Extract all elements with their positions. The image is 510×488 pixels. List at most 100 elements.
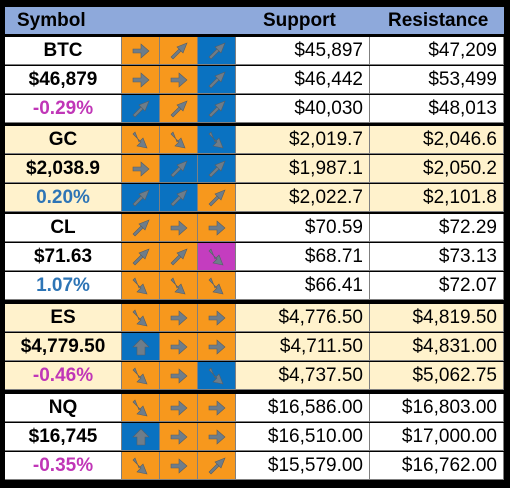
resistance-value: $72.29: [370, 214, 504, 242]
resistance-value: $4,831.00: [370, 333, 504, 361]
resistance-value: $2,101.8: [370, 184, 504, 212]
arrow-right-icon: [170, 220, 188, 236]
table-row: CL $70.59 $72.29: [5, 214, 504, 243]
header-symbol: Symbol: [17, 10, 86, 31]
support-value: $46,442: [236, 66, 370, 94]
arrow-right-icon: [132, 72, 150, 88]
table-header: Symbol Support Resistance: [5, 7, 504, 34]
trend-cell: [198, 214, 236, 242]
arrow-down-right-icon: [132, 309, 148, 327]
trend-cell: [160, 214, 198, 242]
arrow-up-right-icon: [132, 189, 150, 207]
trend-cell: [198, 272, 236, 300]
trend-cell: [122, 333, 160, 361]
trend-cell: [198, 184, 236, 212]
trend-cell: [122, 243, 160, 271]
trend-cell: [122, 423, 160, 451]
resistance-value: $16,762.00: [370, 452, 504, 480]
support-value: $16,510.00: [236, 423, 370, 451]
symbol-cell: $16,745: [5, 423, 122, 451]
symbol-cell: NQ: [5, 394, 122, 422]
trend-cell: [198, 423, 236, 451]
resistance-value: $47,209: [370, 37, 504, 65]
arrow-up-right-icon: [170, 248, 188, 266]
arrow-right-icon: [170, 458, 188, 474]
trend-cell: [198, 66, 236, 94]
table-row: -0.35% $15,579.00 $16,762.00: [5, 452, 504, 481]
trend-cell: [198, 304, 236, 332]
arrow-up-right-icon: [132, 248, 150, 266]
trend-cell: [122, 37, 160, 65]
arrow-down-right-icon: [208, 131, 224, 149]
arrow-right-icon: [170, 339, 188, 355]
resistance-value: $72.07: [370, 272, 504, 300]
trend-cell: [160, 95, 198, 123]
arrow-down-right-icon: [170, 277, 186, 295]
arrow-right-icon: [132, 161, 150, 177]
trend-cell: [198, 362, 236, 390]
trend-cell: [198, 155, 236, 183]
symbol-cell: 0.20%: [5, 184, 122, 212]
symbol-cell: $71.63: [5, 243, 122, 271]
table-row: 1.07% $66.41 $72.07: [5, 272, 504, 301]
trend-cell: [122, 362, 160, 390]
support-value: $70.59: [236, 214, 370, 242]
symbol-cell: CL: [5, 214, 122, 242]
arrow-down-right-icon: [208, 248, 224, 266]
table-row: GC $2,019.7 $2,046.6: [5, 126, 504, 155]
header-resistance: Resistance: [388, 10, 489, 31]
resistance-value: $73.13: [370, 243, 504, 271]
arrow-up-icon: [132, 338, 150, 356]
symbol-cell: BTC: [5, 37, 122, 65]
symbol-cell: $4,779.50: [5, 333, 122, 361]
arrow-down-right-icon: [132, 131, 148, 149]
table-row: $46,879 $46,442 $53,499: [5, 66, 504, 95]
arrow-up-right-icon: [208, 71, 226, 89]
symbol-cell: GC: [5, 126, 122, 154]
arrow-right-icon: [208, 339, 226, 355]
trend-cell: [160, 37, 198, 65]
arrow-up-right-icon: [208, 189, 226, 207]
symbol-cell: ES: [5, 304, 122, 332]
arrow-down-right-icon: [132, 399, 148, 417]
trend-cell: [198, 394, 236, 422]
arrow-down-right-icon: [132, 457, 148, 475]
resistance-value: $2,046.6: [370, 126, 504, 154]
arrow-down-right-icon: [208, 367, 224, 385]
arrow-right-icon: [132, 43, 150, 59]
symbol-cell: -0.46%: [5, 362, 122, 390]
trend-cell: [160, 423, 198, 451]
asset-block: NQ $16,586.00 $16,803.00 $16,745 $16,510.00 $…: [5, 394, 504, 483]
trend-cell: [122, 95, 160, 123]
trend-cell: [122, 184, 160, 212]
support-value: $4,711.50: [236, 333, 370, 361]
table-row: $2,038.9 $1,987.1 $2,050.2: [5, 155, 504, 184]
symbol-cell: $2,038.9: [5, 155, 122, 183]
trend-cell: [198, 333, 236, 361]
table-row: -0.46% $4,737.50 $5,062.75: [5, 362, 504, 391]
table-row: ES $4,776.50 $4,819.50: [5, 304, 504, 333]
arrow-right-icon: [208, 400, 226, 416]
trend-cell: [198, 95, 236, 123]
arrow-right-icon: [170, 400, 188, 416]
trend-cell: [160, 155, 198, 183]
arrow-up-right-icon: [208, 160, 226, 178]
arrow-up-right-icon: [170, 100, 188, 118]
table-row: $71.63 $68.71 $73.13: [5, 243, 504, 272]
arrow-right-icon: [170, 368, 188, 384]
trend-cell: [198, 243, 236, 271]
arrow-up-right-icon: [208, 457, 226, 475]
trend-cell: [122, 394, 160, 422]
asset-block: GC $2,019.7 $2,046.6 $2,038.9 $1,987.1 $2,050…: [5, 126, 504, 215]
trend-cell: [160, 243, 198, 271]
table-row: $16,745 $16,510.00 $17,000.00: [5, 423, 504, 452]
trend-cell: [160, 126, 198, 154]
arrow-right-icon: [208, 220, 226, 236]
arrow-up-right-icon: [132, 100, 150, 118]
support-value: $45,897: [236, 37, 370, 65]
arrow-up-right-icon: [170, 189, 188, 207]
resistance-value: $48,013: [370, 95, 504, 123]
trend-cell: [160, 394, 198, 422]
support-value: $16,586.00: [236, 394, 370, 422]
arrow-right-icon: [170, 310, 188, 326]
